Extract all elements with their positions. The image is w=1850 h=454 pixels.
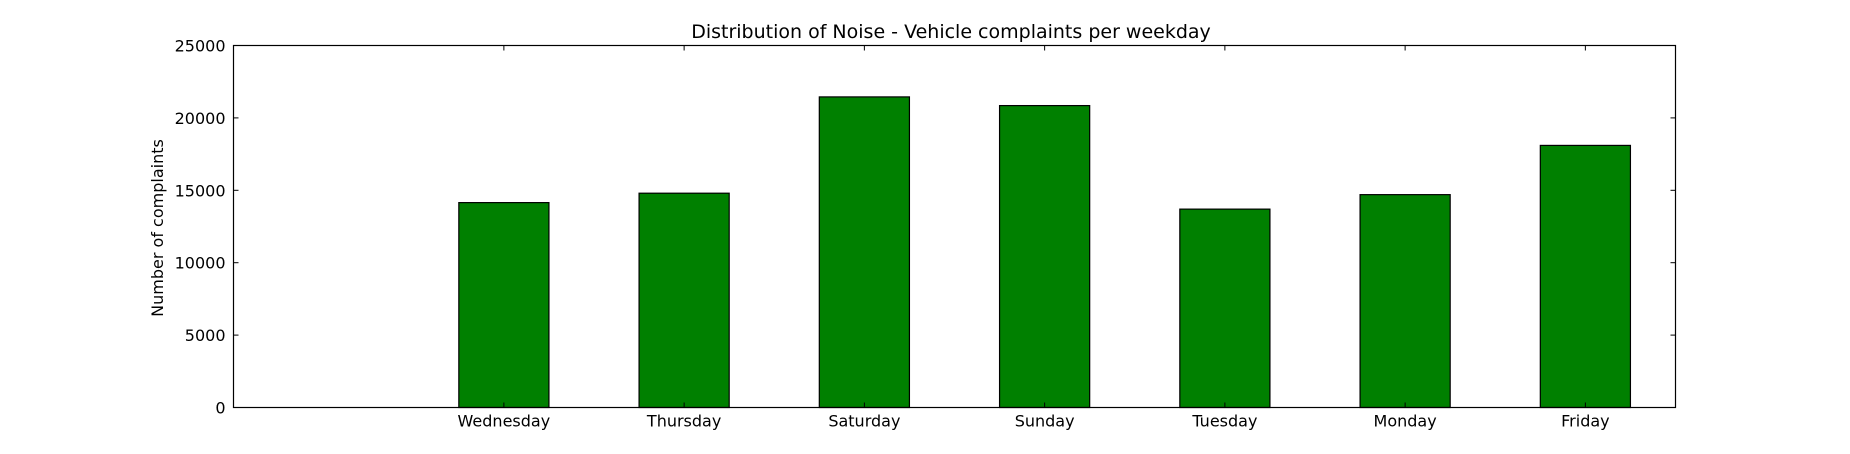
tick-labels-layer: Wednesday Thursday Saturday Sunday Tuesday Mo… — [175, 37, 1610, 431]
x-tick-label: Sunday — [1015, 412, 1075, 431]
y-tick-label: 25000 — [175, 37, 226, 56]
x-tick-label: Friday — [1561, 412, 1610, 431]
x-tick-label: Saturday — [828, 412, 900, 431]
bar-sunday — [998, 104, 1091, 409]
y-tick-label: 10000 — [175, 254, 226, 273]
bar-wednesday — [458, 202, 550, 409]
bar-thursday — [638, 192, 730, 409]
bar-friday — [1539, 144, 1632, 409]
y-tick-label: 15000 — [175, 181, 226, 200]
y-tick-label: 20000 — [175, 109, 226, 128]
bar-monday — [1359, 194, 1451, 409]
bars-layer — [458, 96, 1632, 409]
plot-area-frame — [232, 44, 1677, 409]
y-axis-label: Number of complaints — [148, 139, 167, 317]
y-tick-label: 5000 — [185, 326, 226, 345]
bar-saturday — [818, 96, 911, 409]
bar-tuesday — [1179, 208, 1271, 409]
x-tick-label: Monday — [1374, 412, 1437, 431]
y-tick-label: 0 — [215, 399, 225, 418]
chart-title: Distribution of Noise - Vehicle complain… — [691, 21, 1211, 43]
x-tick-label: Wednesday — [458, 412, 551, 431]
x-tick-label: Tuesday — [1191, 412, 1257, 431]
ticks-layer — [233, 45, 1676, 408]
x-tick-label: Thursday — [646, 412, 721, 431]
